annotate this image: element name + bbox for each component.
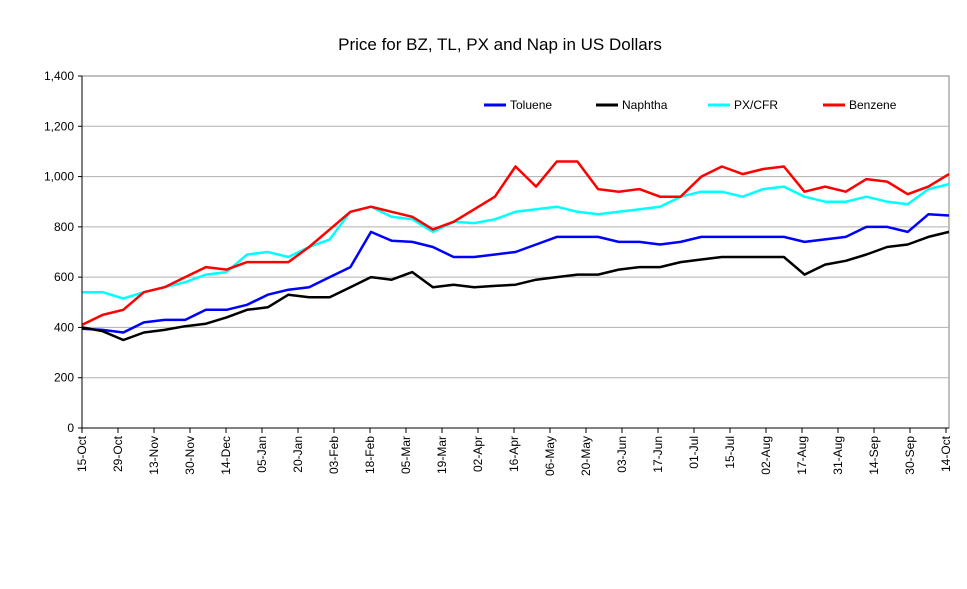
x-tick-label: 17-Aug <box>795 436 809 475</box>
x-tick-label: 29-Oct <box>111 435 125 472</box>
x-tick-label: 20-Jan <box>291 436 305 473</box>
x-tick-label: 30-Sep <box>903 436 917 475</box>
x-tick-label: 15-Jul <box>723 436 737 469</box>
x-tick-label: 03-Feb <box>327 436 341 474</box>
x-tick-label: 15-Oct <box>75 435 89 472</box>
y-tick-label: 1,200 <box>44 119 74 133</box>
x-tick-label: 16-Apr <box>507 436 521 472</box>
series-line-toluene <box>81 213 950 334</box>
x-tick-label: 06-May <box>543 436 557 476</box>
legend-label-benzene: Benzene <box>849 98 897 112</box>
series-lines <box>81 160 950 342</box>
x-tick-label: 13-Nov <box>147 436 161 475</box>
x-tick-label: 02-Apr <box>471 436 485 472</box>
y-tick-label: 200 <box>54 371 74 385</box>
series-line-naphtha <box>81 230 950 342</box>
x-tick-label: 05-Mar <box>399 436 413 474</box>
x-tick-label: 18-Feb <box>363 436 377 474</box>
legend-label-naphtha: Naphtha <box>622 98 668 112</box>
gridlines <box>82 125 949 379</box>
x-tick-label: 03-Jun <box>615 436 629 473</box>
y-tick-label: 800 <box>54 220 74 234</box>
x-tick-label: 14-Dec <box>219 436 233 475</box>
y-tick-label: 600 <box>54 270 74 284</box>
series-line-px-cfr <box>82 182 950 300</box>
y-tick-label: 1,400 <box>44 69 74 83</box>
x-tick-label: 17-Jun <box>651 436 665 473</box>
y-tick-label: 0 <box>67 421 74 435</box>
x-tick-label: 20-May <box>579 436 593 476</box>
x-tick-label: 19-Mar <box>435 436 449 474</box>
x-tick-label: 01-Jul <box>687 436 701 469</box>
x-tick-label: 30-Nov <box>183 436 197 475</box>
x-tick-label: 02-Aug <box>759 436 773 475</box>
x-tick-label: 14-Sep <box>867 436 881 475</box>
series-line-benzene <box>81 160 950 327</box>
x-tick-label: 31-Aug <box>831 436 845 475</box>
chart-title: Price for BZ, TL, PX and Nap in US Dolla… <box>338 35 662 54</box>
axes: 0 200 400 600 800 1,000 1,200 1,400 15-Oct 29-Oct… <box>44 69 953 476</box>
legend-label-px-cfr: PX/CFR <box>734 98 778 112</box>
x-tick-label: 05-Jan <box>255 436 269 473</box>
y-tick-label: 1,000 <box>44 170 74 184</box>
legend-label-toluene: Toluene <box>510 98 552 112</box>
y-tick-label: 400 <box>54 320 74 334</box>
x-tick-label: 14-Oct <box>939 435 953 472</box>
legend: Toluene Naphtha PX/CFR Benzene <box>484 98 897 112</box>
